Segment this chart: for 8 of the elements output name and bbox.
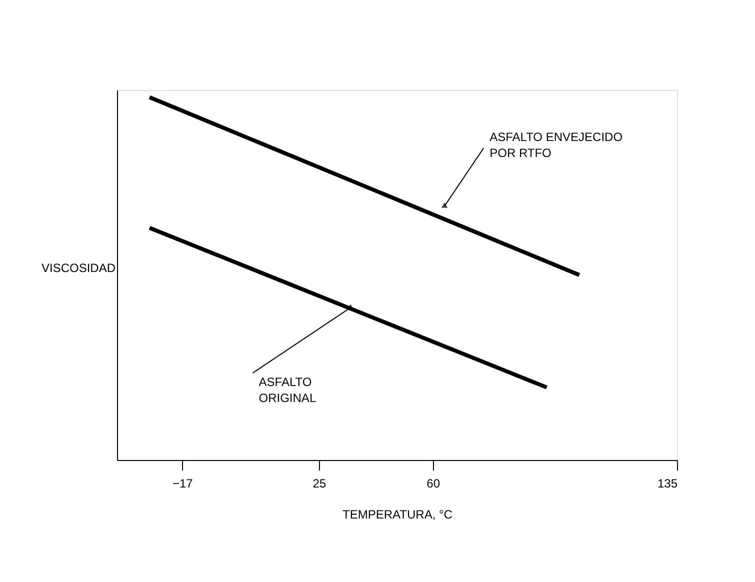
x-tick-label: 60 bbox=[426, 476, 440, 490]
annotation: ASFALTO ORIGINAL bbox=[258, 374, 316, 405]
x-tick-label: 135 bbox=[657, 476, 678, 490]
x-axis-title: TEMPERATURA, °C bbox=[342, 508, 453, 522]
annotation: ASFALTO ENVEJECIDO POR RTFO bbox=[490, 130, 623, 160]
x-tick-label: −17 bbox=[172, 476, 194, 490]
y-axis-title: VISCOSIDAD bbox=[41, 261, 116, 276]
x-tick-label: 25 bbox=[312, 476, 326, 490]
